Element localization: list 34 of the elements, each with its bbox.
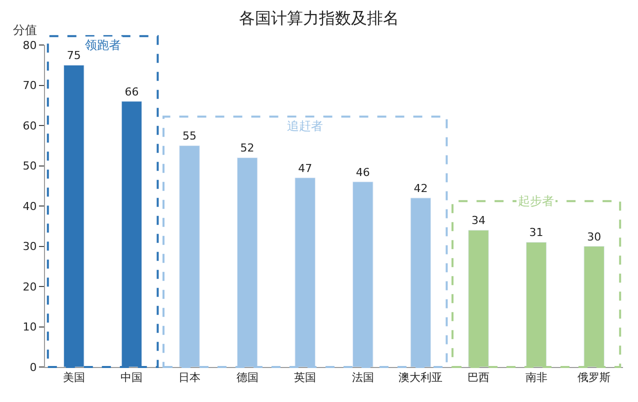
y-tick-label: 40	[22, 200, 37, 213]
data-label: 34	[472, 214, 486, 228]
text: 追赶者	[287, 119, 323, 133]
y-tick-label: 20	[22, 280, 37, 294]
data-label: 31	[529, 226, 544, 240]
x-tick-label: 澳大利亚	[398, 371, 443, 384]
x-tick-label: 美国	[62, 371, 85, 384]
x-tick-label: 中国	[120, 371, 143, 384]
data-label: 47	[298, 162, 312, 175]
data-label: 55	[182, 130, 196, 143]
y-axis-title: 分值	[13, 23, 37, 37]
y-tick-label: 50	[22, 160, 37, 173]
data-label: 52	[240, 142, 254, 155]
y-tick-label: 10	[22, 320, 37, 334]
x-tick-label: 德国	[236, 371, 258, 384]
data-label: 30	[587, 230, 602, 244]
x-tick-label: 巴西	[468, 371, 490, 384]
y-tick-label: 60	[22, 119, 37, 132]
series-label: 领跑者	[85, 38, 121, 52]
x-tick-label: 俄罗斯	[578, 371, 611, 384]
x-tick-label: 法国	[352, 371, 374, 384]
data-label: 46	[356, 166, 370, 179]
y-tick-label: 80	[22, 38, 37, 52]
x-tick-label: 南非	[525, 371, 548, 384]
x-tick-label: 英国	[294, 371, 316, 384]
data-label: 75	[66, 49, 81, 62]
x-tick-label: 日本	[178, 371, 200, 384]
text: 起步者	[518, 194, 554, 208]
data-label: 42	[414, 182, 428, 195]
chart-title: 各国计算力指数及排名	[239, 8, 399, 28]
y-tick-label: 30	[22, 240, 37, 254]
data-label: 66	[124, 85, 139, 98]
y-tick-label: 70	[22, 79, 37, 92]
y-tick-label: 0	[30, 360, 37, 374]
